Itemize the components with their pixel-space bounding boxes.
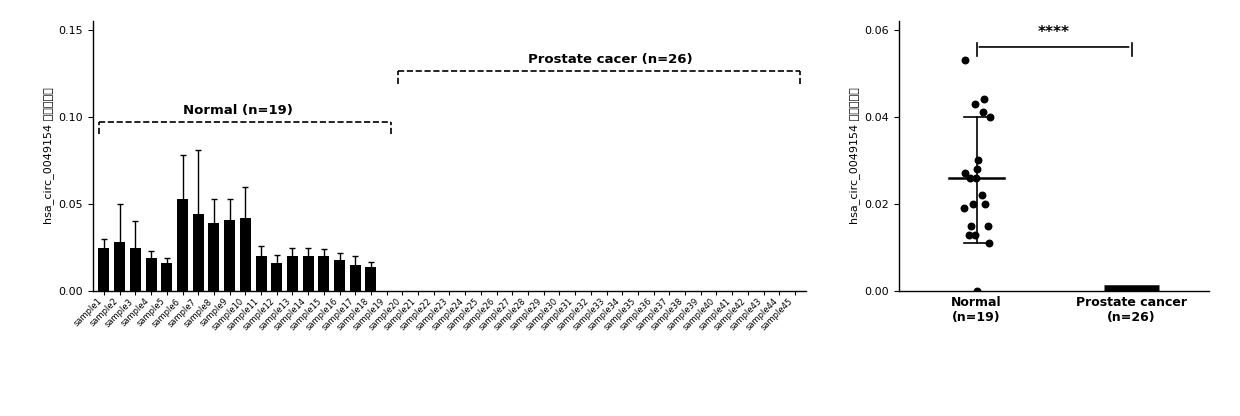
Point — [955, 205, 975, 212]
Bar — [334, 260, 345, 291]
Bar — [239, 218, 250, 291]
Bar — [145, 258, 156, 291]
Point — [978, 240, 998, 247]
Bar — [177, 199, 188, 291]
Bar — [366, 267, 377, 291]
Text: ****: **** — [1038, 25, 1070, 40]
Point — [965, 231, 985, 238]
Text: Normal (n=19): Normal (n=19) — [182, 104, 293, 117]
Bar — [98, 248, 109, 291]
Point — [955, 57, 975, 63]
Point — [975, 201, 994, 207]
Bar — [114, 243, 125, 291]
Point — [961, 223, 981, 229]
Point — [967, 157, 987, 163]
Point — [959, 231, 978, 238]
Bar — [192, 214, 203, 291]
Point — [960, 174, 980, 181]
Text: Prostate cacer (n=26): Prostate cacer (n=26) — [528, 53, 693, 66]
Point — [967, 288, 987, 295]
Bar — [286, 256, 298, 291]
Bar — [303, 256, 314, 291]
Point — [955, 170, 975, 177]
Point — [978, 223, 998, 229]
Bar — [319, 256, 330, 291]
Bar — [130, 248, 141, 291]
Point — [967, 166, 987, 172]
Bar — [272, 263, 283, 291]
Point — [966, 174, 986, 181]
Bar — [255, 256, 267, 291]
Bar — [208, 223, 219, 291]
Y-axis label: hsa_circ_0049154 相对表达量: hsa_circ_0049154 相对表达量 — [43, 88, 55, 224]
Y-axis label: hsa_circ_0049154 相对表达量: hsa_circ_0049154 相对表达量 — [849, 88, 861, 224]
Bar — [224, 220, 236, 291]
Point — [1121, 288, 1141, 295]
Bar — [350, 265, 361, 291]
Point — [975, 96, 994, 103]
Point — [965, 100, 985, 107]
Point — [963, 201, 983, 207]
Point — [973, 109, 993, 116]
Point — [972, 192, 992, 198]
Bar — [161, 263, 172, 291]
Point — [980, 114, 999, 120]
